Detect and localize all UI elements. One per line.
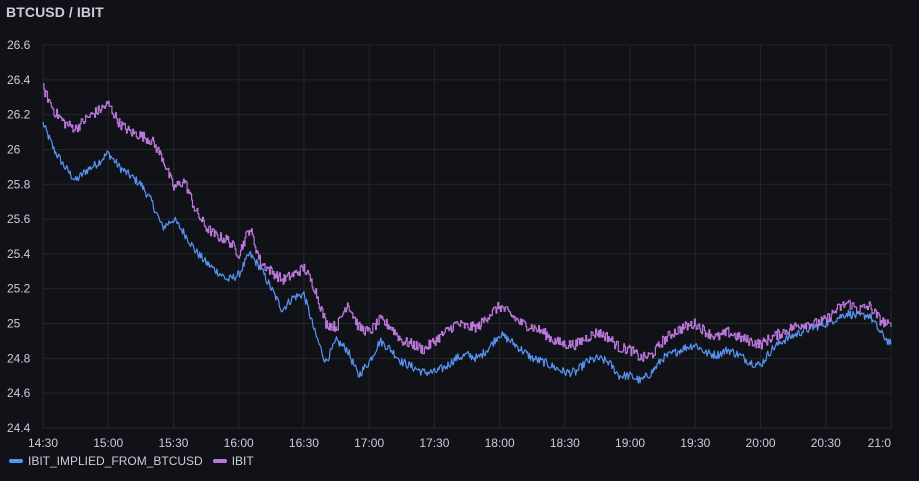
- legend-label: IBIT: [231, 454, 254, 468]
- y-tick-label: 26.6: [7, 38, 31, 52]
- legend: IBIT_IMPLIED_FROM_BTCUSD IBIT: [9, 454, 264, 468]
- grid-lines: [42, 44, 892, 429]
- legend-item-ibit-implied[interactable]: IBIT_IMPLIED_FROM_BTCUSD: [9, 454, 203, 468]
- series-lines: [42, 83, 892, 384]
- legend-item-ibit[interactable]: IBIT: [212, 454, 254, 468]
- x-tick-label: 20:30: [811, 436, 841, 450]
- y-tick-label: 24.6: [7, 386, 31, 400]
- y-tick-label: 26: [7, 142, 21, 156]
- y-tick-label: 25.2: [7, 282, 31, 296]
- y-tick-label: 25.8: [7, 177, 31, 191]
- x-tick-label: 14:30: [28, 436, 58, 450]
- x-tick-label: 15:00: [93, 436, 123, 450]
- y-tick-label: 25.6: [7, 212, 31, 226]
- series-color-swatch: [212, 459, 227, 463]
- series-line-ibit-implied-from-btcusd: [42, 121, 892, 384]
- y-tick-label: 24.4: [7, 421, 31, 435]
- x-tick-label: 18:00: [485, 436, 515, 450]
- y-tick-label: 25: [7, 317, 21, 331]
- legend-label: IBIT_IMPLIED_FROM_BTCUSD: [28, 454, 203, 468]
- x-tick-label: 18:30: [550, 436, 580, 450]
- y-axis: 24.4 24.6 24.8 25 25.2 25.4 25.6 25.8 26 26.2 26.4…: [7, 38, 31, 435]
- x-tick-label: 19:30: [680, 436, 710, 450]
- series-line-ibit: [43, 83, 892, 362]
- panel-title: BTCUSD / IBIT: [6, 4, 104, 20]
- y-tick-label: 24.8: [7, 351, 31, 365]
- x-tick-label: 19:00: [615, 436, 645, 450]
- series-color-swatch: [9, 459, 23, 463]
- x-tick-label: 16:00: [224, 436, 254, 450]
- y-tick-label: 26.2: [7, 108, 31, 122]
- x-tick-label: 17:30: [419, 436, 449, 450]
- x-axis: 14:30 15:00 15:30 16:00 16:30 17:00 17:30 18:00…: [28, 436, 891, 450]
- x-tick-label: 21:0: [868, 436, 892, 450]
- y-tick-label: 26.4: [7, 73, 31, 87]
- y-tick-label: 25.4: [7, 247, 31, 261]
- x-tick-label: 15:30: [158, 436, 188, 450]
- x-tick-label: 16:30: [289, 436, 319, 450]
- x-tick-label: 17:00: [354, 436, 384, 450]
- x-tick-label: 20:00: [746, 436, 776, 450]
